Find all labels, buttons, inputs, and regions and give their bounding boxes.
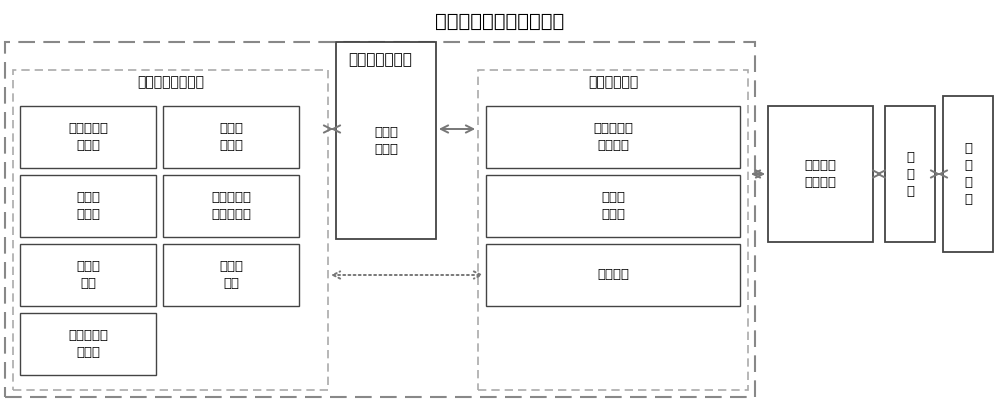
Bar [20, 313, 156, 375]
Text: 变
频
器: 变 频 器 [906, 151, 914, 197]
Bar [20, 244, 156, 306]
Text: 基于报表的变频调速系统: 基于报表的变频调速系统 [435, 12, 565, 31]
Bar [5, 42, 755, 397]
Bar [163, 106, 299, 168]
Text: 参数列表显
示模块: 参数列表显 示模块 [68, 122, 108, 152]
Text: 通信模块: 通信模块 [597, 269, 629, 282]
Bar [486, 244, 740, 306]
Text: 小键盘
模块: 小键盘 模块 [219, 260, 243, 290]
Bar [13, 70, 328, 390]
Text: 参数分
类模块: 参数分 类模块 [76, 191, 100, 221]
Text: 参数列表输
入输出模块: 参数列表输 入输出模块 [211, 191, 251, 221]
Bar [943, 96, 993, 252]
Bar [486, 175, 740, 237]
Text: 通讯参数设
置模块: 通讯参数设 置模块 [68, 329, 108, 359]
Text: 参数设
置模块: 参数设 置模块 [219, 122, 243, 152]
Text: 核心参
数列表: 核心参 数列表 [374, 125, 398, 155]
Text: 示波器
模块: 示波器 模块 [76, 260, 100, 290]
Text: 交
流
电
机: 交 流 电 机 [964, 142, 972, 206]
Bar [885, 106, 935, 242]
Bar [20, 175, 156, 237]
Bar [163, 175, 299, 237]
Bar [20, 106, 156, 168]
Bar [486, 106, 740, 168]
Text: 数据结构初
始化模块: 数据结构初 始化模块 [593, 122, 633, 152]
Bar [336, 42, 436, 239]
Text: 前台人机交互部分: 前台人机交互部分 [137, 75, 204, 89]
Text: 干扰信号
隔离模块: 干扰信号 隔离模块 [804, 159, 836, 189]
Bar [163, 244, 299, 306]
Text: 计算机监控平台: 计算机监控平台 [348, 52, 412, 67]
Bar [768, 106, 873, 242]
Text: 后台通讯部分: 后台通讯部分 [588, 75, 638, 89]
Text: 参数监
控模块: 参数监 控模块 [601, 191, 625, 221]
Bar [478, 70, 748, 390]
